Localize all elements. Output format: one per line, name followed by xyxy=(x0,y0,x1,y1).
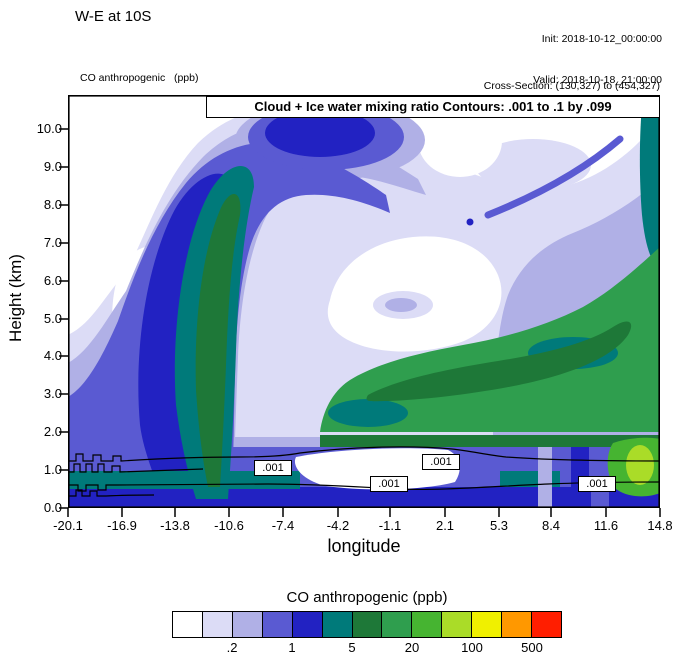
y-tick-label: 10.0 xyxy=(36,121,62,136)
y-tick-marks xyxy=(59,128,68,509)
x-tick-label: 8.4 xyxy=(541,518,561,533)
contour-info-box: Cloud + Ice water mixing ratio Contours:… xyxy=(206,96,660,118)
run-times: Init: 2018-10-12_00:00:00 Valid: 2018-10… xyxy=(533,6,662,115)
y-axis-label: Height (km) xyxy=(6,254,25,342)
fill-region xyxy=(195,194,241,487)
x-tick-label: 5.3 xyxy=(489,518,509,533)
y-tick-label: 6.0 xyxy=(43,273,62,288)
x-tick-label: -20.1 xyxy=(53,518,83,533)
colorbar-cell xyxy=(291,611,323,638)
colorbar-tick-label: 5 xyxy=(348,640,356,655)
y-tick-label: 3.0 xyxy=(43,386,62,401)
colorbar-cell xyxy=(172,611,203,638)
colorbar xyxy=(172,611,562,638)
colorbar-tick-label: 1 xyxy=(288,640,296,655)
contour-line xyxy=(68,481,661,492)
fill-region xyxy=(484,135,624,219)
colorbar-tick-label: .2 xyxy=(226,640,238,655)
y-tick-label: 4.0 xyxy=(43,348,62,363)
fill-region xyxy=(466,218,474,226)
colorbar-cell xyxy=(411,611,443,638)
co-filled-contours xyxy=(68,95,660,509)
contour-line xyxy=(68,489,155,497)
contour-label: .001 xyxy=(254,460,292,476)
fill-region xyxy=(294,448,460,490)
x-tick-label: -16.9 xyxy=(107,518,137,533)
colorbar-cell xyxy=(321,611,353,638)
cloud-ice-contour-lines xyxy=(68,446,661,497)
x-tick-label: 2.1 xyxy=(435,518,455,533)
fill-region xyxy=(265,109,375,157)
y-tick-label: 2.0 xyxy=(43,424,62,439)
x-tick-marks xyxy=(67,508,661,517)
contour-label: .001 xyxy=(578,476,616,492)
fill-region xyxy=(626,445,654,485)
x-tick-label: -10.6 xyxy=(214,518,244,533)
y-tick-label: 7.0 xyxy=(43,235,62,250)
cross-section-label: Cross-Section: (130,327) to (454,327) xyxy=(483,80,660,92)
colorbar-tick-label: 100 xyxy=(461,640,483,655)
fill-region xyxy=(366,321,632,402)
contour-line xyxy=(68,463,204,473)
x-axis-label: longitude xyxy=(327,536,401,556)
y-tick-label: 8.0 xyxy=(43,197,62,212)
colorbar-tick-labels: .2 1 5 20 100 500 xyxy=(172,640,562,656)
y-tick-label: 9.0 xyxy=(43,159,62,174)
contour-label: .001 xyxy=(422,454,460,470)
plot-frame xyxy=(68,95,661,508)
fill-region xyxy=(639,95,660,270)
colorbar-cell xyxy=(531,611,562,638)
x-tick-label: -1.1 xyxy=(378,518,402,533)
fill-region xyxy=(320,435,660,447)
y-tick-label: 0.0 xyxy=(43,500,62,515)
y-tick-label: 1.0 xyxy=(43,462,62,477)
valid-time: Valid: 2018-10-18_21:00:00 xyxy=(533,74,662,87)
colorbar-cell xyxy=(471,611,503,638)
x-tick-label: 14.8 xyxy=(647,518,673,533)
colorbar-cell xyxy=(261,611,293,638)
colorbar-tick-label: 500 xyxy=(521,640,543,655)
colorbar-cell xyxy=(501,611,533,638)
fill-region xyxy=(538,447,552,508)
colorbar-tick-label: 20 xyxy=(404,640,420,655)
cross-section-plot xyxy=(59,95,661,517)
plot-title: W-E at 10S xyxy=(75,8,152,25)
init-time: Init: 2018-10-12_00:00:00 xyxy=(541,33,662,46)
contour-label: .001 xyxy=(370,476,408,492)
colorbar-cell xyxy=(441,611,473,638)
fill-region xyxy=(328,399,408,427)
fill-region xyxy=(418,105,502,177)
contour-line xyxy=(68,446,661,462)
axes-ticks xyxy=(59,128,661,517)
colorbar-cell xyxy=(351,611,383,638)
y-tick-label: 5.0 xyxy=(43,311,62,326)
colorbar-title: CO anthropogenic (ppb) xyxy=(286,589,448,606)
colorbar-cell xyxy=(201,611,233,638)
colorbar-cell xyxy=(381,611,413,638)
x-tick-label: -13.8 xyxy=(160,518,190,533)
fill-field-label: CO anthropogenic (ppb) xyxy=(80,72,199,85)
fill-region xyxy=(385,298,417,312)
x-tick-label: 11.6 xyxy=(593,518,619,533)
x-tick-label: -7.4 xyxy=(271,518,295,533)
x-tick-label: -4.2 xyxy=(326,518,350,533)
colorbar-cell xyxy=(231,611,263,638)
